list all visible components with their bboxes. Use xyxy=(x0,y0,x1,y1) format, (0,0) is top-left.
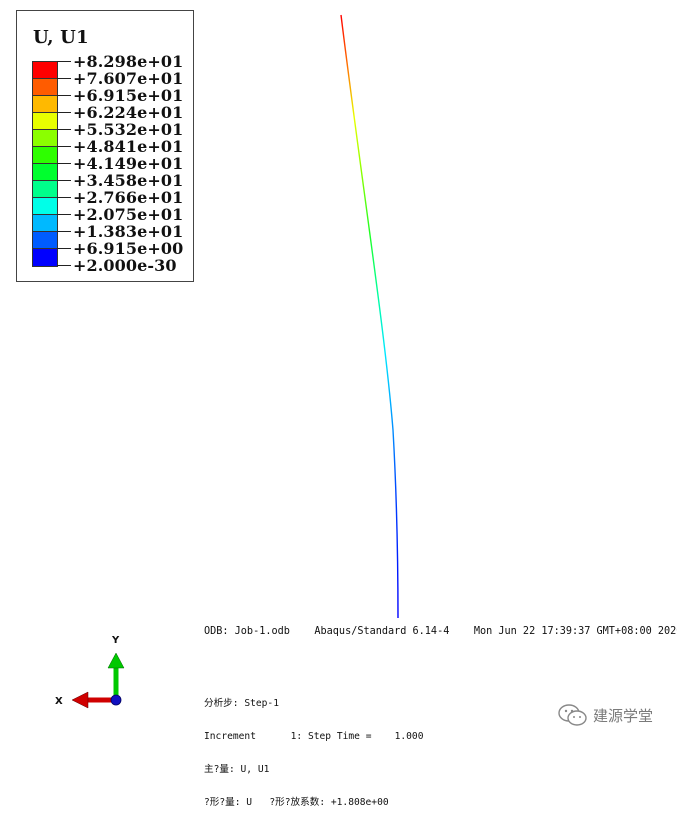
legend-tick xyxy=(57,197,71,198)
legend-value: +4.149e+01 xyxy=(73,154,184,173)
legend-tick xyxy=(57,146,71,147)
contour-legend[interactable]: U, U1 +8.298e+01 +7.607e+01 +6.915e+01 +6.2… xyxy=(16,10,194,282)
legend-value: +8.298e+01 xyxy=(73,52,184,71)
legend-color-bar xyxy=(32,61,58,267)
legend-value: +4.841e+01 xyxy=(73,137,184,156)
legend-value: +6.224e+01 xyxy=(73,103,184,122)
legend-swatch xyxy=(33,113,57,130)
increment-line: Increment 1: Step Time = 1.000 xyxy=(204,731,424,742)
odb-info-line: ODB: Job-1.odb Abaqus/Standard 6.14-4 Mo… xyxy=(204,626,677,637)
legend-label-row: +2.075e+01 xyxy=(57,205,184,224)
legend-label-row: +8.298e+01 xyxy=(57,52,184,71)
viewport[interactable]: U, U1 +8.298e+01 +7.607e+01 +6.915e+01 +6.2… xyxy=(0,0,677,808)
primary-var-line: 主?量: U, U1 xyxy=(204,764,270,775)
legend-swatch xyxy=(33,130,57,147)
deformed-var-line: ?形?量: U ?形?放系数: +1.808e+00 xyxy=(204,797,389,808)
legend-title: U, U1 xyxy=(33,27,89,48)
legend-label-row: +2.000e-30 xyxy=(57,256,177,275)
legend-label-row: +6.915e+00 xyxy=(57,239,184,258)
legend-value: +2.075e+01 xyxy=(73,205,184,224)
legend-value: +3.458e+01 xyxy=(73,171,184,190)
legend-tick xyxy=(57,231,71,232)
legend-labels: +8.298e+01 +7.607e+01 +6.915e+01 +6.224e+01… xyxy=(17,11,193,281)
legend-label-row: +2.766e+01 xyxy=(57,188,184,207)
legend-value: +1.383e+01 xyxy=(73,222,184,241)
legend-tick xyxy=(57,248,71,249)
wechat-icon xyxy=(558,704,587,726)
legend-tick xyxy=(57,163,71,164)
legend-swatch xyxy=(33,232,57,249)
legend-value: +6.915e+01 xyxy=(73,86,184,105)
step-info: 分析步: Step-1 Increment 1: Step Time = 1.0… xyxy=(204,676,424,830)
legend-swatch xyxy=(33,96,57,113)
legend-label-row: +6.224e+01 xyxy=(57,103,184,122)
legend-tick xyxy=(57,78,71,79)
legend-tick xyxy=(57,112,71,113)
legend-swatch xyxy=(33,181,57,198)
legend-value: +2.766e+01 xyxy=(73,188,184,207)
legend-tick xyxy=(57,129,71,130)
legend-tick xyxy=(57,95,71,96)
deformed-beam-plot[interactable] xyxy=(0,0,677,747)
triad-x-label: X xyxy=(55,696,63,707)
beam-line xyxy=(340,14,399,619)
legend-swatch xyxy=(33,147,57,164)
legend-value: +6.915e+00 xyxy=(73,239,184,258)
legend-swatch xyxy=(33,62,57,79)
legend-swatch xyxy=(33,198,57,215)
legend-tick xyxy=(57,265,71,266)
legend-swatch xyxy=(33,79,57,96)
legend-label-row: +4.841e+01 xyxy=(57,137,184,156)
legend-swatch xyxy=(33,215,57,232)
legend-label-row: +3.458e+01 xyxy=(57,171,184,190)
triad-y-label: Y xyxy=(111,635,120,646)
coordinate-triad[interactable]: Y X xyxy=(46,628,156,718)
legend-tick xyxy=(57,61,71,62)
step-line: 分析步: Step-1 xyxy=(204,698,279,709)
legend-tick xyxy=(57,180,71,181)
legend-value: +5.532e+01 xyxy=(73,120,184,139)
legend-swatch xyxy=(33,249,57,266)
legend-label-row: +5.532e+01 xyxy=(57,120,184,139)
watermark-text: 建源学堂 xyxy=(593,706,654,725)
legend-value: +2.000e-30 xyxy=(73,256,177,275)
watermark: 建源学堂 xyxy=(558,703,653,727)
legend-swatch xyxy=(33,164,57,181)
legend-label-row: +7.607e+01 xyxy=(57,69,184,88)
legend-label-row: +6.915e+01 xyxy=(57,86,184,105)
legend-label-row: +4.149e+01 xyxy=(57,154,184,173)
legend-tick xyxy=(57,214,71,215)
triad-icon: Y X xyxy=(55,635,125,709)
legend-value: +7.607e+01 xyxy=(73,69,184,88)
legend-label-row: +1.383e+01 xyxy=(57,222,184,241)
